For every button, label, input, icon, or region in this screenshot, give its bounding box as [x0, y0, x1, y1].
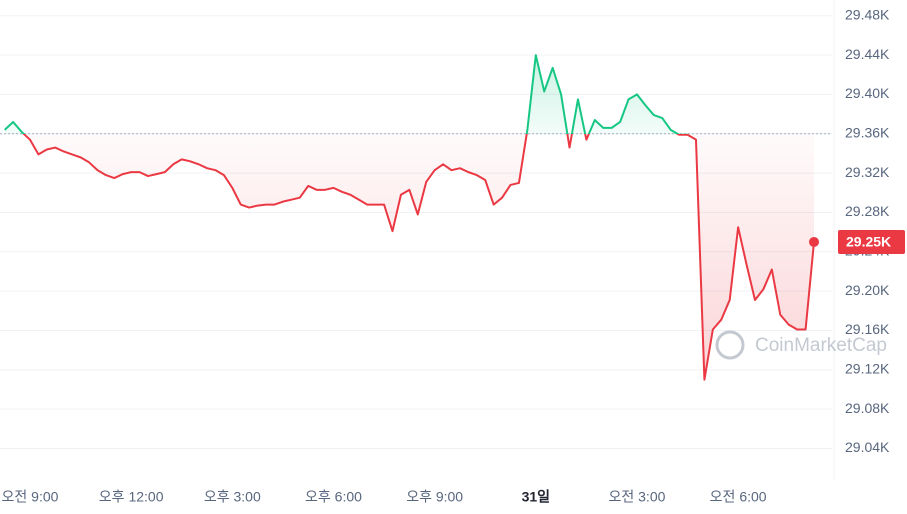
- y-tick-label: 29.04K: [845, 439, 890, 455]
- y-tick-label: 29.20K: [845, 282, 890, 298]
- y-tick-label: 29.44K: [845, 46, 890, 62]
- x-tick-label: 오전 9:00: [2, 489, 59, 505]
- x-tick-label: 오후 12:00: [99, 489, 164, 505]
- y-tick-label: 29.16K: [845, 321, 890, 337]
- x-tick-label: 오후 6:00: [305, 489, 362, 505]
- current-price-label: 29.25K: [846, 234, 891, 250]
- price-line: [4, 54, 815, 381]
- watermark-logo: [715, 330, 745, 360]
- y-tick-label: 29.48K: [845, 6, 890, 22]
- watermark: CoinMarketCap: [715, 330, 887, 360]
- x-tick-label: 오후 9:00: [406, 489, 463, 505]
- y-tick-label: 29.08K: [845, 400, 890, 416]
- x-tick-label: 31일: [522, 489, 550, 505]
- x-tick-label: 오전 3:00: [609, 489, 666, 505]
- area: [4, 55, 814, 380]
- x-tick-label: 오후 3:00: [204, 489, 261, 505]
- current-price-box: [838, 229, 905, 254]
- x-tick-label: 오전 6:00: [710, 489, 767, 505]
- y-tick-label: 29.36K: [845, 124, 890, 140]
- y-tick-label: 29.32K: [845, 164, 890, 180]
- watermark-text: CoinMarketCap: [755, 335, 887, 356]
- last-point: [809, 236, 819, 247]
- y-tick-label: 29.28K: [845, 203, 890, 219]
- y-tick-label: 29.40K: [845, 85, 890, 101]
- y-tick-label: 29.12K: [845, 361, 890, 377]
